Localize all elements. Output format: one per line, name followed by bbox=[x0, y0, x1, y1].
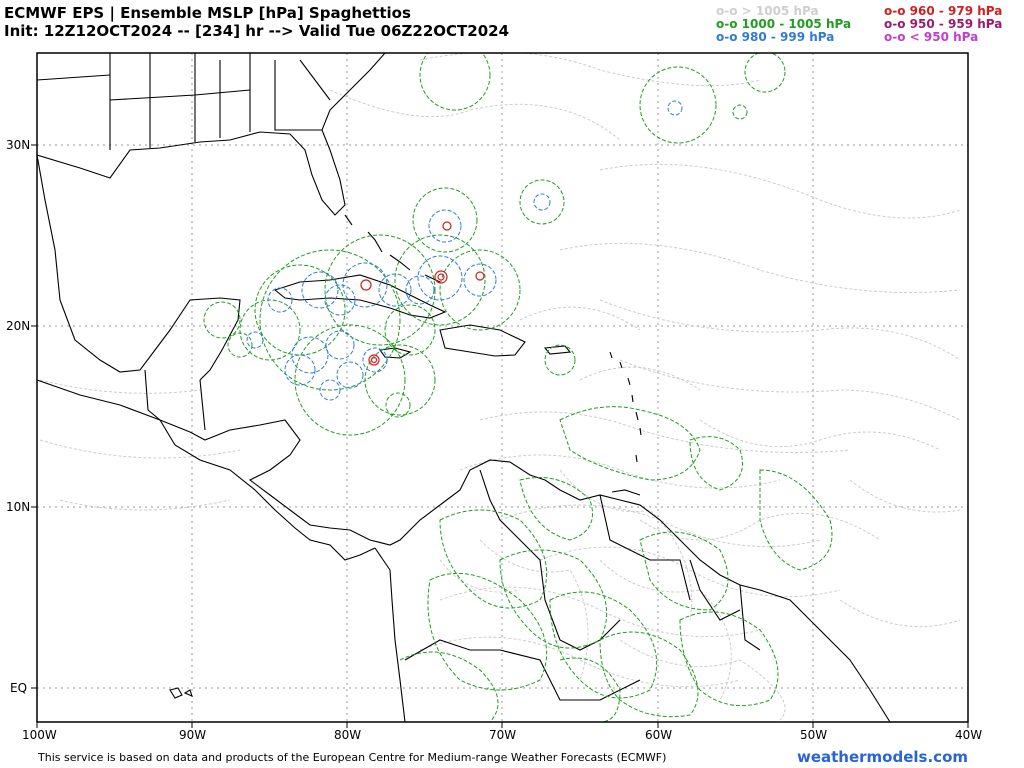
ecmwf-credit: This service is based on data and produc… bbox=[38, 751, 667, 764]
contours-980-999 bbox=[246, 100, 683, 401]
lon-label-60w: 60W bbox=[645, 728, 673, 742]
lon-label-90w: 90W bbox=[179, 728, 207, 742]
land-outlines bbox=[37, 53, 891, 722]
init-valid-line: Init: 12Z12OCT2024 -- [234] hr --> Valid… bbox=[4, 22, 510, 40]
lon-label-80w: 80W bbox=[334, 728, 362, 742]
brand-link[interactable]: weathermodels.com bbox=[796, 748, 968, 766]
lon-label-40w: 40W bbox=[955, 728, 983, 742]
lat-label-20n: 20N bbox=[6, 319, 31, 333]
lat-label-eq: EQ bbox=[10, 681, 28, 695]
map-frame bbox=[36, 52, 969, 723]
legend-950-959: o-o 950 - 959 hPa bbox=[884, 17, 1003, 31]
contours-gt1005 bbox=[39, 53, 961, 721]
lon-label-50w: 50W bbox=[800, 728, 828, 742]
contours-1000-1005 bbox=[203, 53, 833, 722]
lat-label-10n: 10N bbox=[6, 500, 31, 514]
legend-lt950: o-o < 950 hPa bbox=[884, 30, 979, 44]
gridlines bbox=[37, 53, 968, 722]
contours-960-979 bbox=[360, 221, 485, 366]
lon-label-70w: 70W bbox=[489, 728, 517, 742]
legend-960-979: o-o 960 - 979 hPa bbox=[884, 4, 1003, 18]
lat-label-30n: 30N bbox=[6, 138, 31, 152]
legend-980-999: o-o 980 - 999 hPa bbox=[716, 30, 835, 44]
lon-label-100w: 100W bbox=[22, 728, 57, 742]
legend-gt1005: o-o > 1005 hPa bbox=[716, 4, 819, 18]
chart-title: ECMWF EPS | Ensemble MSLP [hPa] Spaghett… bbox=[4, 4, 411, 22]
legend-1000-1005: o-o 1000 - 1005 hPa bbox=[716, 17, 852, 31]
